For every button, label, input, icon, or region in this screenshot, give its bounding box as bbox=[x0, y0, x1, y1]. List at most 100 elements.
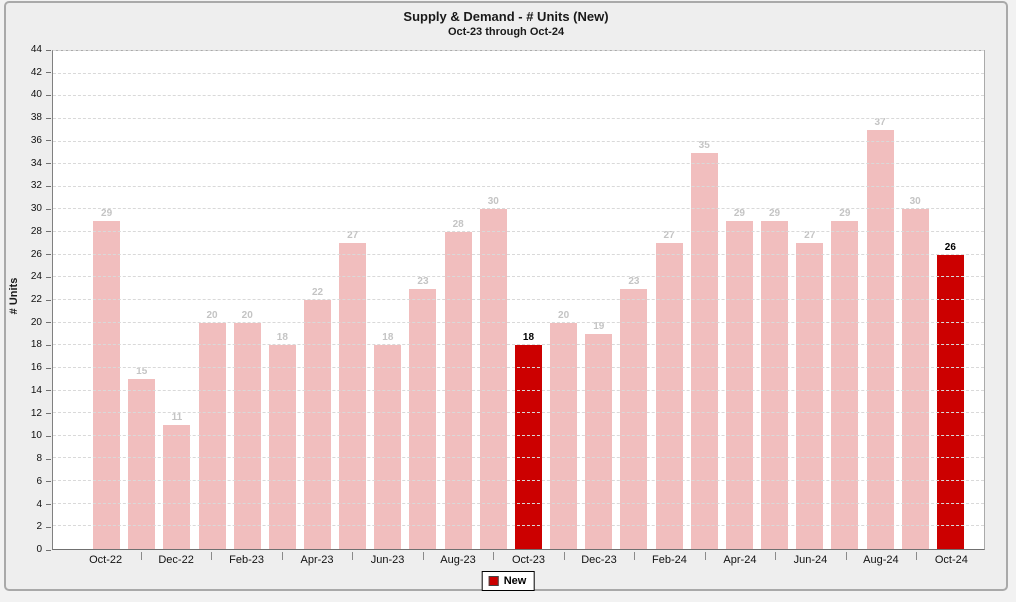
y-tick-mark bbox=[46, 390, 51, 392]
bar bbox=[93, 220, 121, 549]
bar bbox=[163, 424, 191, 549]
bar bbox=[585, 333, 613, 549]
bar bbox=[761, 220, 789, 549]
gridline bbox=[53, 276, 984, 278]
x-tick-mark bbox=[775, 552, 777, 560]
x-tick-mark bbox=[916, 552, 918, 560]
bar-value-label: 20 bbox=[558, 309, 570, 321]
bar bbox=[901, 209, 929, 549]
bar bbox=[796, 243, 824, 549]
bar bbox=[620, 288, 648, 549]
bar-value-label: 18 bbox=[276, 332, 288, 344]
x-tick-mark bbox=[140, 552, 142, 560]
x-tick-label: Apr-23 bbox=[300, 554, 334, 566]
bar-value-label: 26 bbox=[944, 241, 956, 253]
bar-value-label: 19 bbox=[593, 320, 605, 332]
bar-highlighted bbox=[514, 345, 542, 549]
y-tick-label: 34 bbox=[30, 157, 42, 169]
legend-swatch-new bbox=[488, 576, 499, 586]
bar-slot: 26 bbox=[933, 51, 968, 549]
bar bbox=[479, 209, 507, 549]
gridline bbox=[53, 434, 984, 436]
bar-slot: 20 bbox=[546, 51, 581, 549]
x-tick-label: Jun-23 bbox=[370, 554, 405, 566]
bar-value-label: 27 bbox=[804, 230, 816, 242]
y-tick-mark bbox=[46, 504, 51, 506]
x-tick-label: Dec-23 bbox=[581, 554, 617, 566]
x-tick-mark bbox=[352, 552, 354, 560]
gridline bbox=[53, 389, 984, 391]
bar bbox=[831, 220, 859, 549]
bar-slot: 11 bbox=[159, 51, 194, 549]
y-tick-label: 30 bbox=[30, 203, 42, 215]
y-tick-mark bbox=[46, 254, 51, 256]
y-tick-label: 38 bbox=[30, 112, 42, 124]
bar-slot: 29 bbox=[827, 51, 862, 549]
bar-slot: 15 bbox=[124, 51, 159, 549]
bar-slot: 37 bbox=[862, 51, 897, 549]
y-tick-label: 10 bbox=[30, 430, 42, 442]
bar-value-label: 20 bbox=[206, 309, 218, 321]
gridline bbox=[53, 163, 984, 165]
gridline bbox=[53, 72, 984, 74]
bar-value-label: 23 bbox=[628, 275, 640, 287]
gridline bbox=[53, 344, 984, 346]
y-tick-label: 0 bbox=[36, 544, 42, 555]
y-tick-label: 2 bbox=[36, 521, 42, 533]
bar bbox=[409, 288, 437, 549]
x-tick-mark bbox=[704, 552, 706, 560]
bar-value-label: 27 bbox=[663, 230, 675, 242]
bar-slot: 19 bbox=[581, 51, 616, 549]
bar-slot: 20 bbox=[194, 51, 229, 549]
bar-value-label: 29 bbox=[733, 207, 745, 219]
gridline bbox=[53, 480, 984, 482]
y-tick-label: 24 bbox=[30, 271, 42, 283]
bar bbox=[690, 152, 718, 549]
bar bbox=[339, 243, 367, 549]
bar-slot: 23 bbox=[616, 51, 651, 549]
bar-slot: 20 bbox=[230, 51, 265, 549]
bar-slot: 28 bbox=[441, 51, 476, 549]
gridline bbox=[53, 50, 984, 51]
x-tick-label: Apr-24 bbox=[723, 554, 757, 566]
plot-area: 29 15 11 20 20 18 22 27 18 23 28 30 18 20 19 23 27 35 29 29… bbox=[52, 50, 985, 550]
chart-title: Supply & Demand - # Units (New) bbox=[403, 9, 609, 24]
x-tick-label: Oct-22 bbox=[89, 554, 123, 566]
y-tick-mark bbox=[46, 117, 51, 119]
gridline bbox=[53, 95, 984, 97]
bar-value-label: 30 bbox=[487, 196, 499, 208]
y-tick-mark bbox=[46, 458, 51, 460]
gridline bbox=[53, 140, 984, 142]
bar bbox=[128, 379, 156, 549]
x-tick-label: Aug-24 bbox=[863, 554, 899, 566]
gridline bbox=[53, 366, 984, 368]
bar-slot: 29 bbox=[722, 51, 757, 549]
bar-value-label: 18 bbox=[522, 332, 535, 344]
x-tick-label: Oct-23 bbox=[511, 554, 546, 566]
y-tick-label: 22 bbox=[30, 294, 42, 305]
gridline bbox=[53, 299, 984, 300]
y-tick-mark bbox=[46, 549, 51, 551]
bar-value-label: 30 bbox=[909, 196, 921, 208]
legend: New bbox=[481, 571, 535, 591]
y-tick-mark bbox=[46, 185, 51, 187]
y-tick-label: 32 bbox=[30, 180, 42, 192]
y-tick-mark bbox=[46, 231, 51, 233]
bar-slot: 22 bbox=[300, 51, 335, 549]
bar-slot: 30 bbox=[898, 51, 933, 549]
bar-highlighted bbox=[936, 254, 964, 549]
y-tick-label: 4 bbox=[36, 498, 42, 510]
bar-value-label: 35 bbox=[698, 139, 710, 151]
y-tick-mark bbox=[46, 344, 51, 346]
y-tick-label: 36 bbox=[30, 134, 42, 146]
bar-slot: 29 bbox=[89, 51, 124, 549]
y-tick-label: 12 bbox=[30, 407, 42, 419]
x-tick-label: Aug-23 bbox=[440, 554, 476, 566]
y-tick-label: 18 bbox=[30, 339, 42, 351]
y-tick-label: 16 bbox=[30, 362, 42, 374]
bar-slot: 27 bbox=[335, 51, 370, 549]
bar-slot: 35 bbox=[687, 51, 722, 549]
x-tick-mark bbox=[281, 552, 283, 560]
bar bbox=[655, 243, 683, 549]
